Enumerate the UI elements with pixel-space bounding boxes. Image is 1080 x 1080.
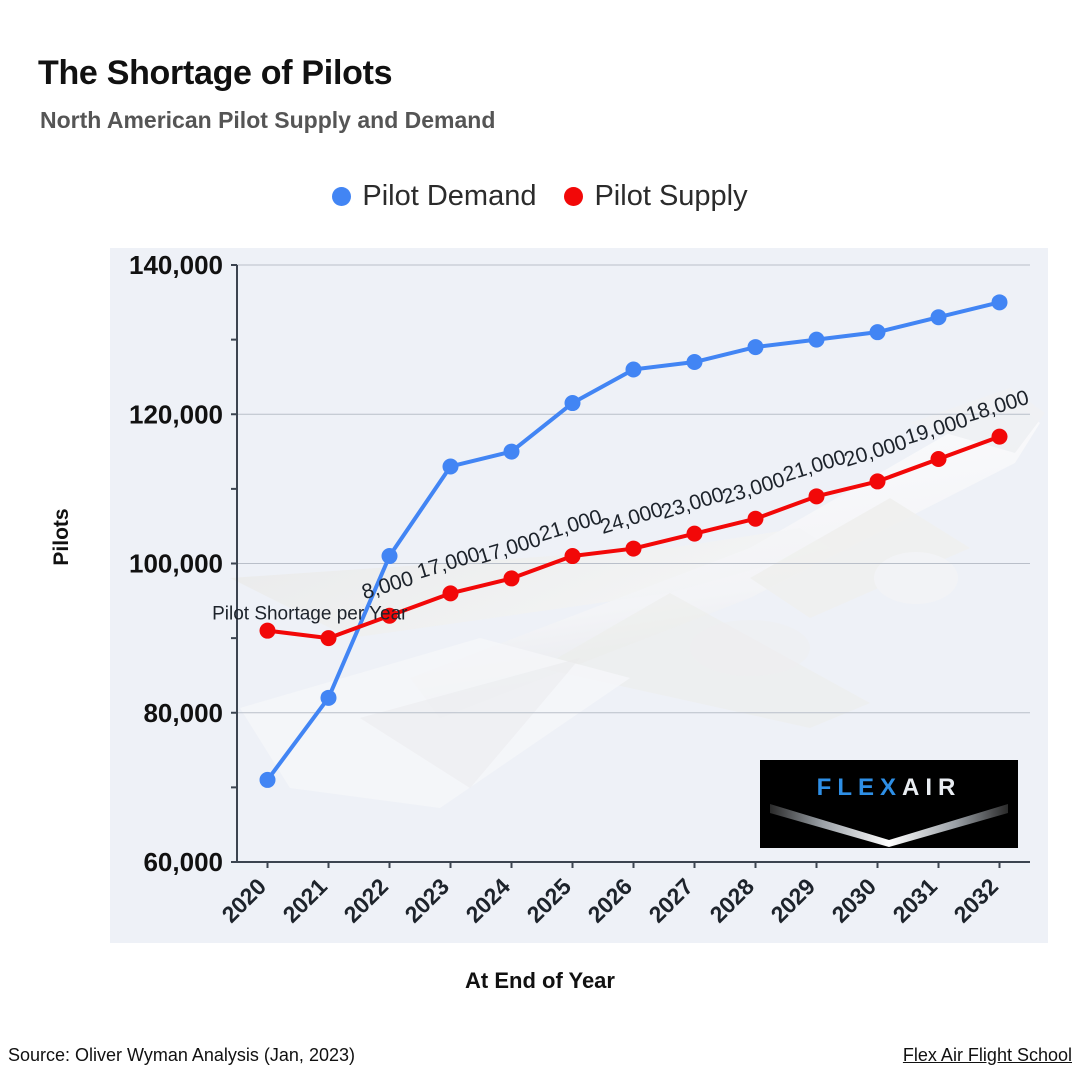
x-axis-tick-label: 2025 — [521, 873, 576, 928]
chart-subtitle: North American Pilot Supply and Demand — [40, 107, 496, 133]
y-axis-tick-label: 120,000 — [129, 399, 223, 429]
data-point-pilot-supply[interactable] — [991, 428, 1008, 445]
legend-item-pilot-supply[interactable]: Pilot Supply — [564, 180, 748, 213]
logo-wordmark: FLEXAIR — [760, 774, 1018, 802]
logo-text-flex: FLEX — [816, 774, 902, 801]
footer-credit-link[interactable]: Flex Air Flight School — [902, 1045, 1072, 1065]
data-point-pilot-supply[interactable] — [564, 548, 581, 565]
y-axis-tick-label: 100,000 — [129, 549, 223, 579]
data-point-label: 23,000 — [659, 483, 727, 524]
legend-item-pilot-demand[interactable]: Pilot Demand — [332, 180, 536, 213]
y-axis-tick-label: 140,000 — [129, 250, 223, 280]
data-point-pilot-demand[interactable] — [503, 443, 520, 460]
logo-chevron-icon — [770, 804, 1008, 847]
data-point-pilot-demand[interactable] — [869, 324, 886, 341]
x-axis-tick-label: 2028 — [704, 873, 759, 928]
x-axis-tick-label: 2027 — [643, 873, 698, 928]
data-point-label: 24,000 — [598, 498, 666, 539]
data-point-pilot-demand[interactable] — [930, 309, 947, 326]
data-point-pilot-supply[interactable] — [747, 510, 764, 527]
data-point-label: 21,000 — [537, 505, 605, 546]
y-axis-title: Pilots — [50, 508, 73, 566]
data-point-pilot-supply[interactable] — [869, 473, 886, 490]
data-point-pilot-supply[interactable] — [259, 622, 276, 639]
x-axis-tick-labels: 2020 2021 2022 2023 2024 2025 2026 2027 2028 2029… — [216, 873, 1003, 928]
shortage-annotation-label: Pilot Shortage per Year — [212, 604, 408, 625]
data-point-pilot-supply[interactable] — [686, 525, 703, 542]
y-axis-tick-label: 60,000 — [143, 847, 223, 877]
data-point-pilot-demand[interactable] — [564, 395, 581, 412]
data-point-pilot-demand[interactable] — [808, 331, 825, 348]
page-title: The Shortage of Pilots — [38, 54, 393, 92]
x-axis-title: At End of Year — [465, 968, 615, 993]
data-point-pilot-supply[interactable] — [808, 488, 825, 505]
data-point-pilot-demand[interactable] — [442, 458, 459, 475]
axis-lines — [231, 264, 1030, 868]
x-axis-tick-label: 2030 — [826, 873, 881, 928]
data-point-pilot-supply[interactable] — [930, 451, 947, 468]
x-axis-tick-label: 2032 — [948, 873, 1003, 928]
data-point-pilot-demand[interactable] — [625, 361, 642, 378]
data-series — [259, 294, 1008, 788]
data-point-pilot-supply[interactable] — [381, 607, 398, 624]
y-axis-tick-labels: 60,000 80,000 100,000 120,000 140,000 — [129, 250, 223, 877]
legend-label-demand: Pilot Demand — [362, 180, 537, 212]
x-axis-tick-label: 2029 — [765, 873, 820, 928]
x-axis-tick-label: 2022 — [338, 873, 393, 928]
chart-legend: Pilot Demand Pilot Supply — [0, 180, 1080, 213]
footer-source-text: Source: Oliver Wyman Analysis (Jan, 2023… — [8, 1045, 355, 1065]
data-point-pilot-supply[interactable] — [442, 585, 459, 602]
x-axis-tick-label: 2026 — [582, 873, 637, 928]
x-axis-tick-label: 2031 — [887, 873, 942, 928]
x-axis-tick-label: 2020 — [216, 873, 271, 928]
chart-plot-area: 60,000 80,000 100,000 120,000 140,000 2020 20… — [110, 248, 1048, 943]
data-point-pilot-demand[interactable] — [381, 548, 398, 565]
data-point-label: 23,000 — [720, 468, 788, 509]
x-axis-tick-label: 2021 — [277, 873, 332, 928]
flex-air-logo: FLEXAIR — [760, 760, 1018, 848]
logo-text-air: AIR — [902, 774, 962, 801]
data-point-pilot-supply[interactable] — [320, 630, 337, 647]
data-point-pilot-demand[interactable] — [991, 294, 1008, 311]
airplane-watermark-icon — [230, 388, 1045, 808]
data-point-pilot-demand[interactable] — [747, 339, 764, 356]
data-point-pilot-supply[interactable] — [625, 540, 642, 557]
legend-swatch-icon-supply — [564, 187, 584, 206]
shortage-annotation: Pilot Shortage per Year — [212, 604, 408, 625]
y-axis-tick-label: 80,000 — [143, 698, 223, 728]
x-axis-tick-label: 2024 — [460, 873, 515, 928]
data-point-pilot-demand[interactable] — [686, 354, 703, 371]
data-point-pilot-demand[interactable] — [320, 689, 337, 706]
data-point-label: 21,000 — [781, 446, 849, 487]
data-point-pilot-supply[interactable] — [503, 570, 520, 587]
legend-swatch-icon-demand — [332, 187, 352, 206]
x-axis-tick-label: 2023 — [399, 873, 454, 928]
legend-label-supply: Pilot Supply — [594, 180, 748, 212]
data-point-pilot-demand[interactable] — [259, 771, 276, 788]
